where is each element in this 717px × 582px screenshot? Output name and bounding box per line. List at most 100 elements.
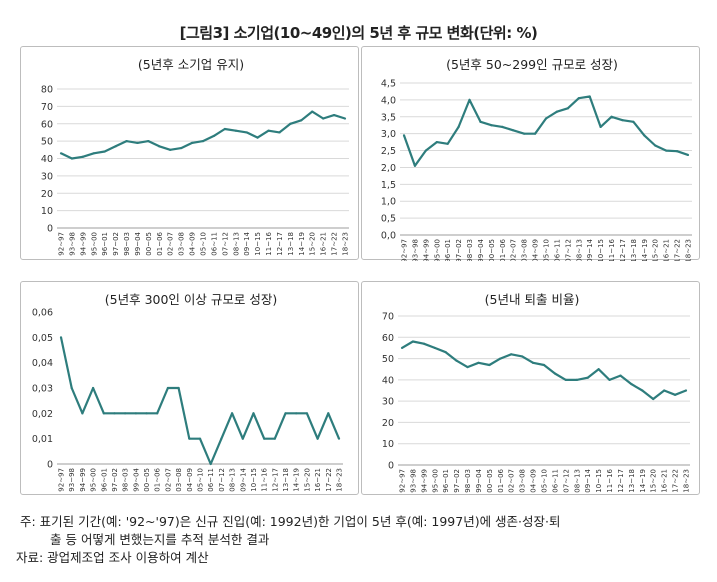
y-tick-label: 1,5: [381, 180, 396, 191]
data-point: [327, 412, 330, 415]
x-tick-label: 02~07: [164, 468, 172, 492]
x-tick-label: 03~08: [519, 469, 527, 493]
data-point: [59, 152, 63, 155]
y-tick-label: 0,04: [32, 358, 53, 369]
x-tick-label: 07~12: [221, 232, 229, 256]
data-point: [81, 412, 84, 415]
x-tick-label: 94~99: [420, 469, 428, 493]
data-point: [577, 97, 580, 100]
x-tick-label: 18~23: [342, 232, 350, 256]
x-tick-label: 11~16: [606, 468, 614, 492]
data-point: [188, 437, 191, 440]
y-tick-label: 0,03: [32, 384, 53, 395]
data-point: [124, 412, 127, 415]
x-tick-label: 99~04: [477, 238, 485, 261]
x-tick-label: 07~12: [218, 468, 226, 492]
x-tick-label: 92~97: [401, 239, 409, 261]
data-point: [212, 134, 216, 138]
x-tick-label: 06~11: [551, 469, 559, 493]
data-point: [289, 122, 292, 125]
x-tick-label: 09~14: [586, 238, 594, 261]
data-point: [632, 120, 635, 123]
data-point: [608, 378, 611, 381]
y-tick-label: 30: [41, 171, 53, 182]
data-point: [156, 412, 159, 415]
data-point: [220, 437, 223, 440]
x-tick-label: 18~23: [683, 469, 691, 493]
x-tick-label: 04~09: [189, 232, 197, 256]
x-tick-label: 94~99: [79, 232, 87, 256]
chart-panel-growth-50-299: (5년후 50~299인 규모로 성장) 0,0 0,5 1,0 1,5 2,0 2,5 3,…: [361, 46, 700, 261]
data-point: [533, 132, 537, 135]
data-point: [521, 355, 524, 358]
x-tick-label: 05~10: [200, 232, 208, 256]
x-tick-label: 99~04: [134, 231, 142, 255]
x-tick-label: 93~98: [411, 239, 419, 261]
data-point: [654, 144, 657, 147]
data-point: [564, 378, 567, 381]
chart-panel-growth-300-plus: (5년후 300인 이상 규모로 성장) 0 0,01 0,02 0,03 0,04 0,0…: [20, 281, 359, 495]
data-point: [245, 131, 248, 134]
x-tick-label: 98~03: [464, 469, 472, 493]
chart-growth-50-299: (5년후 50~299인 규모로 성장) 0,0 0,5 1,0 1,5 2,0 2,5 3,…: [381, 57, 693, 261]
x-tick-label: 00~05: [143, 468, 151, 492]
x-tick-label: 07~12: [564, 239, 572, 261]
data-point: [641, 389, 644, 392]
x-tick-label: 97~02: [453, 469, 461, 493]
y-tick-label: 0: [47, 224, 53, 235]
x-tick-label: 10~15: [597, 239, 605, 261]
data-point: [544, 117, 548, 120]
x-tick-label: 98~03: [123, 232, 131, 256]
x-tick-label: 17~22: [672, 469, 680, 493]
data-point: [652, 397, 655, 401]
data-point: [501, 125, 504, 129]
footnote-line-2: 출 등 어떻게 변했는지를 추적 분석한 결과: [50, 532, 270, 547]
x-tick-label: 03~08: [178, 232, 186, 256]
chart-panel-exit-ratio: (5년내 퇴출 비율) 0 10 20 30 40 50 60 70 92~97 93~98 94~9…: [361, 281, 700, 495]
y-tick-label: 0: [388, 461, 394, 472]
x-tick-label: 96~01: [442, 469, 450, 493]
x-tick-label: 12~17: [619, 239, 627, 261]
data-point: [241, 437, 244, 440]
x-tick-label: 93~98: [68, 468, 76, 492]
x-tick-label: 12~17: [617, 469, 625, 493]
data-point: [468, 98, 471, 101]
x-tick-label: 97~02: [112, 232, 120, 256]
x-tick-label: 15~20: [650, 469, 658, 493]
x-tick-label: 02~07: [510, 239, 518, 261]
y-tick-label: 0,02: [32, 409, 53, 420]
data-point: [230, 412, 234, 415]
data-point: [59, 336, 63, 339]
data-point: [169, 148, 172, 151]
data-point: [158, 145, 161, 148]
x-tick-label: 14~19: [298, 232, 306, 256]
data-point: [305, 412, 309, 415]
x-tick-label: 11~16: [608, 238, 616, 261]
data-point: [586, 376, 589, 379]
data-point: [684, 389, 688, 392]
x-tick-label: 13~18: [282, 468, 290, 492]
y-tick-label: 0,01: [32, 434, 53, 445]
data-point: [201, 140, 205, 143]
y-tick-label: 50: [382, 354, 394, 365]
x-tick-label: 15~20: [303, 468, 311, 492]
data-point: [433, 346, 436, 350]
y-tick-label: 60: [382, 333, 394, 344]
y-tick-label: 30: [382, 397, 394, 408]
footnote-line-1: 주: 표기된 기간(예: '92~'97)은 신규 진입(예: 1992년)한 …: [20, 514, 561, 529]
x-tick-label: 14~19: [293, 468, 301, 492]
data-point: [599, 125, 602, 129]
x-tick-label: 92~97: [58, 468, 66, 492]
x-tick-label: 95~00: [433, 239, 441, 261]
data-point: [125, 140, 128, 143]
x-tick-label: 98~03: [122, 468, 130, 492]
data-point: [70, 157, 74, 160]
data-point: [555, 110, 559, 113]
data-point: [337, 437, 341, 440]
x-tick-label: 93~98: [68, 232, 76, 256]
chart-growth-300-plus: (5년후 300인 이상 규모로 성장) 0 0,01 0,02 0,03 0,04 0,0…: [32, 292, 344, 492]
data-point: [267, 129, 270, 132]
data-point: [91, 386, 95, 390]
x-tick-label: 95~00: [431, 469, 439, 493]
x-tick-label: 01~06: [499, 238, 507, 261]
